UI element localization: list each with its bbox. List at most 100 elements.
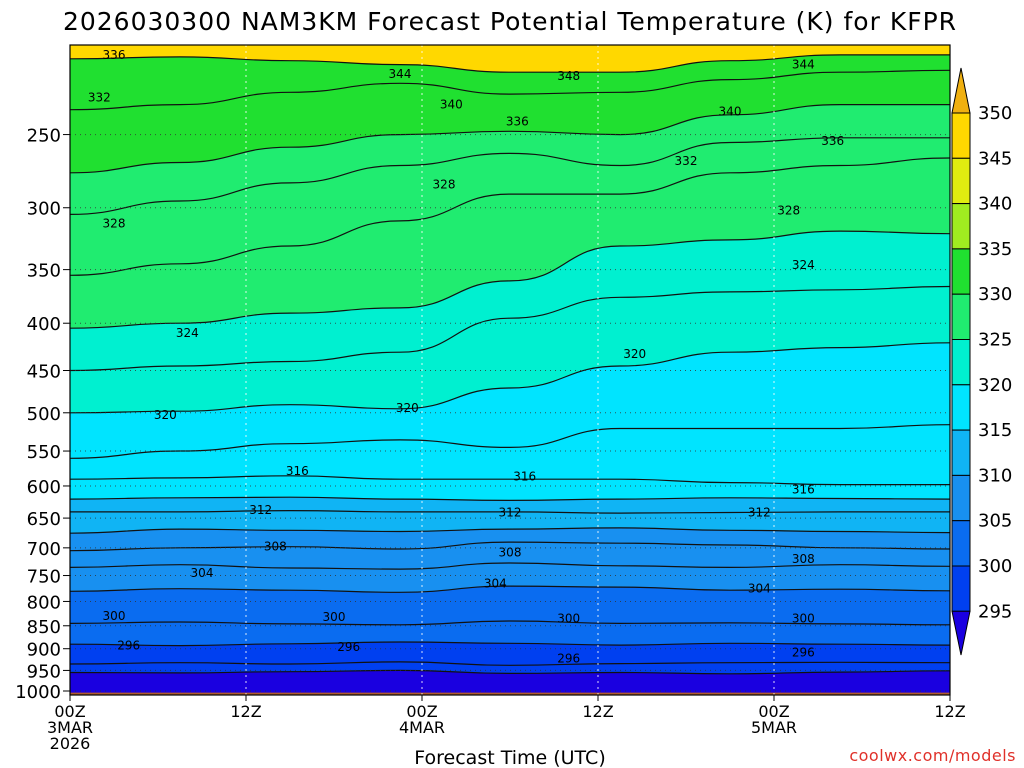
- contour-label: 316: [513, 469, 536, 483]
- contour-label: 300: [103, 609, 126, 623]
- colorbar-tick-label: 330: [978, 284, 1012, 305]
- x-axis-label: Forecast Time (UTC): [414, 747, 605, 768]
- y-tick-label: 1000: [15, 682, 61, 703]
- y-tick-label: 400: [27, 314, 61, 335]
- colorbar-band: [951, 565, 971, 612]
- contour-label: 304: [484, 576, 507, 590]
- contour-label: 304: [191, 566, 214, 580]
- contour-label: 300: [323, 610, 346, 624]
- contour-label: 308: [264, 540, 287, 554]
- isentrope-300: [70, 641, 950, 647]
- isentrope-306: [70, 562, 950, 570]
- contour-label: 336: [821, 134, 844, 148]
- colorbar-tick-label: 335: [978, 239, 1012, 260]
- colorbar-band: [951, 248, 971, 295]
- isentrope-322: [70, 285, 950, 372]
- colorbar-tick-label: 345: [978, 148, 1012, 169]
- x-tick-label: 12Z: [934, 702, 965, 721]
- contour-label: 328: [433, 177, 456, 191]
- colorbar-tick-label: 340: [978, 194, 1012, 215]
- y-tick-label: 950: [27, 661, 61, 682]
- isentrope-326: [70, 157, 950, 276]
- contour-label: 324: [792, 258, 815, 272]
- isentrope-312: [70, 509, 950, 514]
- contour-label: 300: [792, 612, 815, 626]
- contour-label: 304: [748, 582, 771, 596]
- isentrope-318: [70, 424, 950, 459]
- x-tick-label: 12Z: [230, 702, 261, 721]
- x-tick-label: 12Z: [582, 702, 613, 721]
- colorbar-band: [951, 293, 971, 341]
- y-tick-label: 850: [27, 617, 61, 638]
- y-tick-label: 900: [27, 640, 61, 661]
- colorbar-tick-label: 350: [978, 103, 1012, 124]
- contour-label: 340: [719, 104, 742, 118]
- contour-label: 300: [557, 612, 580, 626]
- contour-label: 332: [675, 154, 698, 168]
- y-tick-label: 250: [27, 126, 61, 147]
- colorbar-tick-label: 305: [978, 511, 1012, 532]
- colorbar-band: [951, 203, 971, 250]
- contour-label: 296: [337, 640, 360, 654]
- isentrope-320: [70, 342, 950, 414]
- x-tick-label: 3MAR: [47, 718, 93, 737]
- isentrope-304: [70, 585, 950, 593]
- contour-label: 308: [792, 552, 815, 566]
- contour-label: 308: [499, 545, 522, 559]
- contour-label: 344: [389, 67, 412, 81]
- contour-label: 336: [103, 48, 126, 62]
- x-tick-label: 2026: [50, 734, 91, 753]
- y-tick-label: 550: [27, 442, 61, 463]
- colorbar-band: [951, 157, 971, 205]
- isentrope-316: [70, 475, 950, 486]
- contour-label: 324: [176, 326, 199, 340]
- fill-band-296: [70, 670, 950, 695]
- y-tick-label: 500: [27, 404, 61, 425]
- colorbar-band: [951, 339, 971, 386]
- y-tick-label: 700: [27, 539, 61, 560]
- colorbar-band: [951, 429, 971, 476]
- isentrope-314: [70, 496, 950, 502]
- y-tick-label: 750: [27, 567, 61, 588]
- ground-strip: [70, 692, 950, 695]
- contour-label: 340: [440, 98, 463, 112]
- contour-label: 320: [623, 347, 646, 361]
- colorbar-bottom-arrow: [951, 610, 971, 656]
- contour-label: 312: [499, 505, 522, 519]
- colorbar-tick-label: 320: [978, 375, 1012, 396]
- contour-label: 316: [792, 482, 815, 496]
- contour-label: 296: [792, 645, 815, 659]
- isentrope-328: [70, 137, 950, 215]
- colorbar-tick-label: 325: [978, 330, 1012, 351]
- contour-label: 336: [506, 115, 529, 129]
- y-tick-label: 300: [27, 199, 61, 220]
- contour-label: 320: [396, 401, 419, 415]
- contour-label: 316: [286, 464, 309, 478]
- colorbar-tick-label: 295: [978, 601, 1012, 622]
- contour-label: 312: [249, 503, 272, 517]
- x-tick-label: 00Z: [54, 702, 85, 721]
- isentrope-308: [70, 541, 950, 552]
- colorbar-tick-label: 310: [978, 465, 1012, 486]
- isentrope-330: [70, 103, 950, 174]
- contour-label: 344: [792, 58, 815, 72]
- y-tick-label: 600: [27, 477, 61, 498]
- colorbar-band: [951, 112, 971, 159]
- colorbar-band: [951, 384, 971, 431]
- isentrope-324: [70, 230, 950, 329]
- chart-title: 2026030300 NAM3KM Forecast Potential Tem…: [63, 7, 957, 36]
- isentrope-302: [70, 620, 950, 626]
- isentrope-332: [70, 69, 950, 111]
- colorbar-band: [951, 474, 971, 522]
- colorbar-band: [951, 520, 971, 567]
- contour-label: 328: [103, 216, 126, 230]
- y-tick-label: 650: [27, 509, 61, 530]
- contour-label: 320: [154, 408, 177, 422]
- y-tick-label: 350: [27, 261, 61, 282]
- isentrope-336: [70, 54, 950, 73]
- isentrope-298: [70, 661, 950, 666]
- contour-label: 328: [777, 203, 800, 217]
- contour-label: 312: [748, 505, 771, 519]
- isentrope-296: [70, 669, 950, 675]
